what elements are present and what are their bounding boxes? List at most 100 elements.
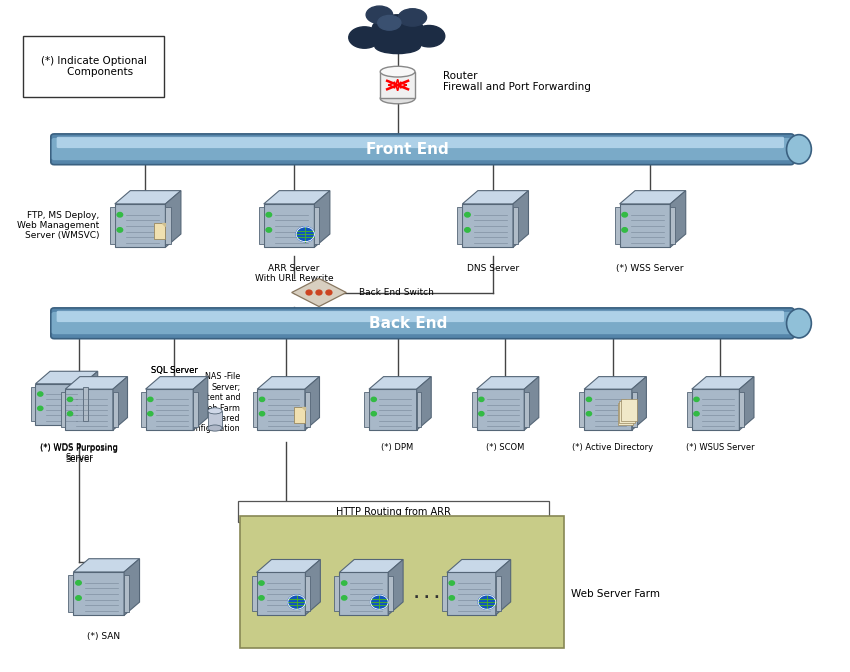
- Ellipse shape: [207, 408, 222, 414]
- FancyBboxPatch shape: [388, 576, 393, 612]
- Circle shape: [148, 411, 153, 416]
- Polygon shape: [193, 376, 207, 430]
- FancyBboxPatch shape: [252, 392, 258, 427]
- Circle shape: [371, 595, 388, 610]
- Circle shape: [266, 228, 272, 232]
- Circle shape: [67, 411, 72, 416]
- Ellipse shape: [413, 26, 445, 47]
- FancyBboxPatch shape: [314, 208, 320, 244]
- Polygon shape: [447, 560, 511, 573]
- Ellipse shape: [786, 134, 812, 164]
- FancyBboxPatch shape: [365, 392, 369, 427]
- Polygon shape: [305, 376, 320, 430]
- Text: Back End Switch: Back End Switch: [359, 288, 434, 297]
- FancyBboxPatch shape: [380, 72, 415, 98]
- FancyBboxPatch shape: [416, 392, 422, 427]
- Polygon shape: [302, 407, 305, 410]
- Polygon shape: [113, 376, 128, 430]
- FancyBboxPatch shape: [124, 575, 129, 612]
- FancyBboxPatch shape: [31, 387, 36, 421]
- Circle shape: [586, 411, 592, 416]
- Text: (*) WSUS Server: (*) WSUS Server: [686, 443, 755, 452]
- FancyBboxPatch shape: [305, 576, 310, 612]
- Circle shape: [622, 228, 627, 232]
- FancyBboxPatch shape: [692, 389, 740, 430]
- Text: (*) DPM: (*) DPM: [382, 443, 414, 452]
- FancyBboxPatch shape: [369, 389, 416, 430]
- FancyBboxPatch shape: [155, 223, 166, 239]
- Circle shape: [37, 407, 42, 411]
- FancyBboxPatch shape: [632, 392, 637, 427]
- FancyBboxPatch shape: [258, 389, 305, 430]
- Circle shape: [342, 595, 347, 600]
- Ellipse shape: [348, 27, 380, 48]
- FancyBboxPatch shape: [305, 392, 309, 427]
- Ellipse shape: [380, 67, 415, 77]
- FancyBboxPatch shape: [252, 576, 257, 612]
- Circle shape: [449, 581, 455, 585]
- Polygon shape: [83, 371, 98, 425]
- FancyBboxPatch shape: [65, 389, 113, 430]
- Circle shape: [326, 290, 332, 295]
- Polygon shape: [166, 191, 181, 247]
- FancyBboxPatch shape: [580, 392, 584, 427]
- Polygon shape: [496, 560, 511, 615]
- FancyBboxPatch shape: [740, 392, 744, 427]
- FancyBboxPatch shape: [113, 392, 117, 427]
- Text: DNS Server: DNS Server: [467, 263, 518, 273]
- Circle shape: [117, 228, 122, 232]
- FancyBboxPatch shape: [257, 573, 305, 615]
- Circle shape: [296, 227, 314, 242]
- Polygon shape: [477, 376, 539, 389]
- Circle shape: [371, 411, 377, 416]
- Ellipse shape: [377, 15, 401, 30]
- FancyBboxPatch shape: [462, 204, 513, 247]
- Polygon shape: [369, 376, 431, 389]
- FancyBboxPatch shape: [621, 398, 637, 421]
- Polygon shape: [162, 223, 166, 226]
- Polygon shape: [124, 558, 139, 616]
- Circle shape: [316, 290, 322, 295]
- Circle shape: [37, 392, 42, 396]
- Ellipse shape: [786, 308, 812, 338]
- Text: FTP, MS Deploy,
Web Management
Server (WMSVC): FTP, MS Deploy, Web Management Server (W…: [18, 211, 99, 241]
- FancyBboxPatch shape: [294, 407, 305, 423]
- Polygon shape: [416, 376, 431, 430]
- FancyBboxPatch shape: [513, 208, 518, 244]
- Text: (*) WDS Purposing
Server: (*) WDS Purposing Server: [40, 444, 118, 464]
- FancyBboxPatch shape: [447, 573, 496, 615]
- Circle shape: [586, 397, 592, 401]
- Text: (*) WDS Purposing
Server: (*) WDS Purposing Server: [40, 443, 118, 462]
- Circle shape: [306, 290, 312, 295]
- Circle shape: [148, 397, 153, 401]
- FancyBboxPatch shape: [60, 392, 65, 427]
- Text: SQL Server: SQL Server: [150, 366, 197, 375]
- FancyBboxPatch shape: [620, 204, 671, 247]
- Text: Back End: Back End: [369, 316, 447, 331]
- FancyBboxPatch shape: [83, 387, 88, 421]
- FancyBboxPatch shape: [334, 576, 339, 612]
- Ellipse shape: [372, 15, 423, 44]
- Polygon shape: [584, 376, 646, 389]
- Polygon shape: [462, 191, 529, 204]
- Circle shape: [694, 411, 700, 416]
- Circle shape: [288, 595, 305, 610]
- FancyBboxPatch shape: [457, 208, 462, 244]
- FancyBboxPatch shape: [166, 208, 171, 244]
- FancyBboxPatch shape: [193, 392, 198, 427]
- Circle shape: [259, 397, 264, 401]
- FancyBboxPatch shape: [472, 392, 477, 427]
- Polygon shape: [388, 560, 403, 615]
- FancyBboxPatch shape: [51, 134, 794, 165]
- Circle shape: [479, 411, 484, 416]
- Ellipse shape: [375, 39, 421, 54]
- FancyBboxPatch shape: [52, 138, 793, 160]
- Text: SQL Server: SQL Server: [150, 366, 197, 375]
- Ellipse shape: [366, 6, 393, 24]
- FancyBboxPatch shape: [207, 411, 222, 428]
- Text: Front End: Front End: [366, 142, 449, 157]
- Polygon shape: [740, 376, 754, 430]
- FancyBboxPatch shape: [258, 208, 264, 244]
- Polygon shape: [257, 560, 320, 573]
- FancyBboxPatch shape: [51, 308, 794, 339]
